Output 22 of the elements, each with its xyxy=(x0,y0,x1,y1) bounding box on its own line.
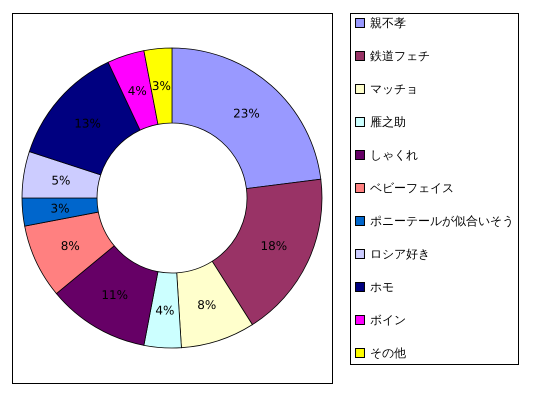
legend-label: しゃくれ xyxy=(370,148,418,162)
legend-label: ロシア好き xyxy=(370,247,430,261)
legend-label: マッチョ xyxy=(370,82,418,96)
data-label: 11% xyxy=(101,288,128,302)
data-label: 13% xyxy=(74,116,101,131)
legend-label: 雁之助 xyxy=(370,115,406,129)
data-label: 3% xyxy=(50,202,70,216)
data-label: 8% xyxy=(60,238,80,253)
legend-label: 親不孝 xyxy=(370,16,406,30)
legend-label: ベビーフェイス xyxy=(370,181,454,195)
legend-label: ボイン xyxy=(370,313,406,327)
data-label: 4% xyxy=(128,84,147,98)
legend-label: ホモ xyxy=(370,280,394,294)
data-label: 4% xyxy=(155,303,174,318)
data-label: 3% xyxy=(152,79,171,93)
legend-label: ポニーテールが似合いそう xyxy=(370,214,514,228)
data-label: 18% xyxy=(260,238,288,253)
legend-label: その他 xyxy=(370,346,406,360)
data-label: 23% xyxy=(233,106,260,121)
legend-label: 鉄道フェチ xyxy=(370,49,430,63)
data-label: 8% xyxy=(197,298,216,312)
data-label: 5% xyxy=(51,173,70,188)
